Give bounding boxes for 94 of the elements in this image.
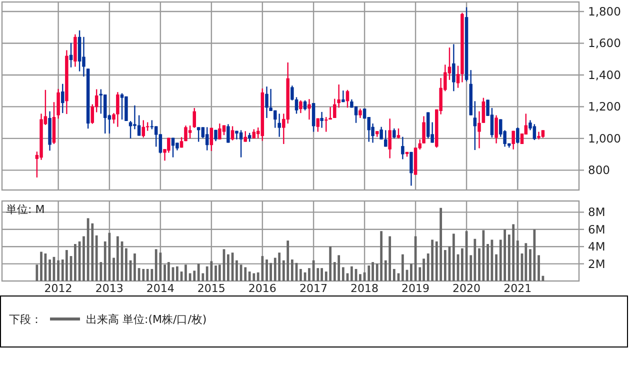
bar <box>40 252 42 281</box>
bar <box>329 246 332 281</box>
bar <box>486 244 489 281</box>
bar <box>184 264 187 281</box>
bar <box>422 258 425 281</box>
y-tick-label: 1,200 <box>588 100 621 114</box>
bar <box>431 240 434 281</box>
bar <box>290 259 294 281</box>
bar <box>159 252 162 281</box>
bar <box>154 249 158 281</box>
bar <box>36 264 38 281</box>
bar <box>244 267 247 281</box>
bar <box>227 254 230 281</box>
bar <box>368 266 370 281</box>
y-tick-label: 6M <box>588 222 606 236</box>
bar <box>308 268 310 281</box>
legend-title: 下段： <box>9 313 42 326</box>
bar <box>474 238 476 281</box>
y-tick-label: 1,000 <box>588 131 621 146</box>
x-tick-label: 2012 <box>44 282 72 295</box>
bar <box>164 264 166 281</box>
x-tick-label: 2016 <box>248 282 276 295</box>
bar <box>197 264 200 281</box>
bar <box>116 236 119 281</box>
bar <box>320 268 323 281</box>
bar <box>495 254 498 281</box>
bar <box>538 255 540 281</box>
y-axis-title: 単位: M <box>6 203 45 216</box>
bar <box>350 266 353 281</box>
bar <box>218 264 221 281</box>
y-tick-label: 800 <box>588 163 610 178</box>
bar <box>82 236 85 281</box>
bar <box>142 268 145 281</box>
x-tick-label: 2017 <box>300 282 328 295</box>
bar <box>214 266 217 281</box>
x-tick-label: 2020 <box>452 282 481 295</box>
bar <box>359 274 362 281</box>
y-tick-label: 4M <box>588 240 606 254</box>
bar <box>342 267 344 281</box>
bar <box>125 248 128 281</box>
x-tick-label: 2013 <box>95 282 124 295</box>
bar <box>86 218 90 281</box>
bar <box>410 264 412 281</box>
legend-label: 出来高 単位:(M株/口/枚) <box>86 313 207 326</box>
bar <box>482 230 485 281</box>
bar <box>524 243 528 281</box>
bar <box>401 254 404 281</box>
bar <box>167 262 170 281</box>
bar <box>380 231 382 281</box>
bar <box>176 266 178 281</box>
bar <box>252 273 256 281</box>
y-tick-label: 2M <box>588 256 606 271</box>
x-tick-label: 2019 <box>402 282 430 295</box>
bar <box>210 261 213 281</box>
legend: 下段： 出来高 単位:(M株/口/枚) <box>0 296 628 348</box>
bar <box>193 270 196 281</box>
bar <box>150 268 154 281</box>
x-tick-label: 2014 <box>146 282 174 295</box>
bar <box>48 259 51 281</box>
bar <box>512 224 515 281</box>
y-tick-label: 1,400 <box>588 68 621 82</box>
bar <box>440 208 442 281</box>
x-tick-label: 2015 <box>197 282 226 295</box>
bar <box>57 260 60 281</box>
bar <box>108 232 111 281</box>
bar <box>392 268 396 281</box>
bar <box>146 268 149 281</box>
x-tick-label: 2021 <box>504 282 532 295</box>
bar <box>134 253 136 281</box>
bar <box>444 250 446 281</box>
bar <box>278 252 281 281</box>
bar <box>65 250 68 281</box>
bar <box>452 234 455 281</box>
bar <box>74 244 76 281</box>
bar <box>270 262 272 281</box>
bar <box>504 229 506 281</box>
bar <box>316 268 320 281</box>
bar <box>248 272 251 281</box>
bar <box>286 240 290 281</box>
y-tick-label: 1,600 <box>588 36 621 50</box>
x-tick-label: 2018 <box>350 282 379 295</box>
bar <box>266 259 268 281</box>
bar <box>95 235 98 281</box>
bar <box>300 268 302 281</box>
bar <box>372 262 374 281</box>
bar <box>261 256 264 281</box>
bar <box>516 240 519 281</box>
y-tick-label: 1,800 <box>588 4 621 19</box>
bar <box>461 248 464 281</box>
bar <box>533 229 536 281</box>
bar <box>338 255 340 281</box>
bar <box>388 236 392 281</box>
bar <box>236 260 238 281</box>
y-tick-label: 8M <box>588 205 606 220</box>
